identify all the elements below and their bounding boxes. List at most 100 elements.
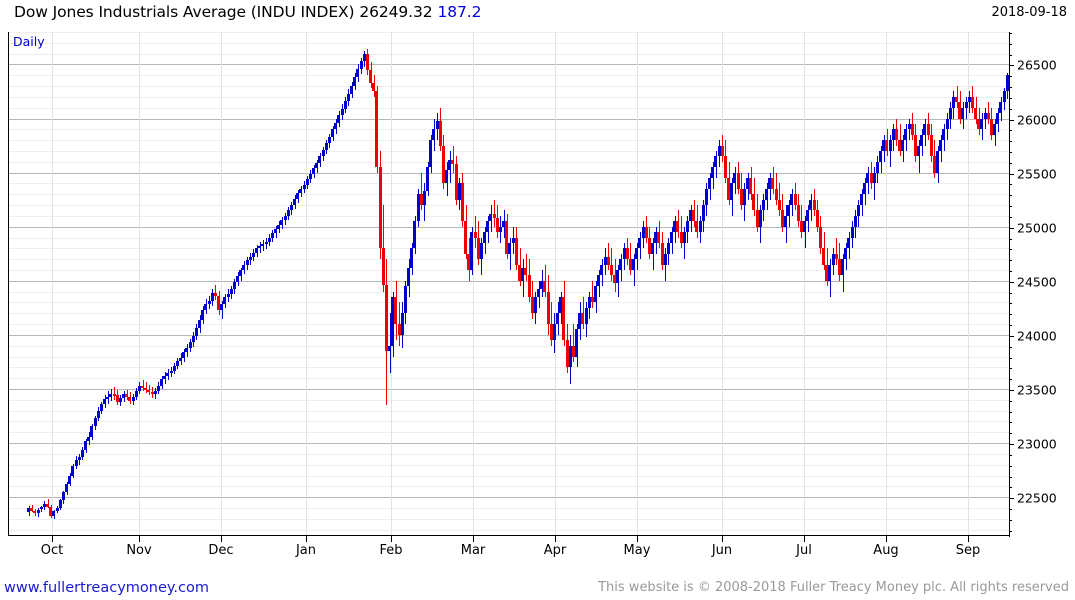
candlestick[interactable] — [699, 221, 702, 233]
candlestick[interactable] — [455, 163, 458, 200]
candlestick[interactable] — [547, 291, 550, 325]
candlestick[interactable] — [676, 221, 679, 233]
candlestick[interactable] — [467, 253, 470, 270]
candlestick[interactable] — [309, 173, 312, 180]
candlestick[interactable] — [733, 172, 736, 184]
candlestick[interactable] — [768, 178, 771, 189]
candlestick[interactable] — [230, 289, 233, 294]
candlestick[interactable] — [825, 264, 828, 281]
candlestick[interactable] — [154, 391, 157, 395]
candlestick[interactable] — [911, 123, 914, 135]
candlestick[interactable] — [730, 183, 733, 200]
candlestick[interactable] — [236, 276, 239, 282]
candlestick[interactable] — [445, 170, 448, 184]
candlestick[interactable] — [559, 297, 562, 314]
candlestick[interactable] — [746, 178, 749, 189]
candlestick[interactable] — [271, 233, 274, 238]
candlestick[interactable] — [718, 145, 721, 157]
candlestick[interactable] — [898, 140, 901, 151]
candlestick[interactable] — [277, 224, 280, 229]
candlestick[interactable] — [984, 113, 987, 119]
candlestick[interactable] — [265, 241, 268, 244]
candlestick[interactable] — [284, 215, 287, 221]
candlestick[interactable] — [62, 491, 65, 501]
candlestick[interactable] — [705, 188, 708, 206]
candlestick[interactable] — [489, 213, 492, 222]
candlestick[interactable] — [619, 259, 622, 270]
candlestick[interactable] — [258, 246, 261, 249]
candlestick[interactable] — [296, 193, 299, 199]
candlestick[interactable] — [543, 280, 546, 292]
candlestick[interactable] — [892, 129, 895, 141]
candlestick[interactable] — [100, 404, 103, 411]
candlestick[interactable] — [306, 179, 309, 185]
candlestick[interactable] — [974, 107, 977, 119]
candlestick[interactable] — [328, 136, 331, 144]
candlestick[interactable] — [37, 510, 40, 514]
candlestick[interactable] — [765, 188, 768, 200]
candlestick[interactable] — [43, 503, 46, 507]
candlestick[interactable] — [337, 115, 340, 123]
candlestick[interactable] — [917, 145, 920, 157]
candlestick[interactable] — [195, 328, 198, 336]
candlestick[interactable] — [331, 129, 334, 137]
candlestick[interactable] — [246, 260, 249, 265]
candlestick[interactable] — [515, 237, 518, 265]
candlestick[interactable] — [600, 264, 603, 276]
candlestick[interactable] — [933, 156, 936, 173]
candlestick[interactable] — [103, 398, 106, 405]
candlestick[interactable] — [375, 91, 378, 168]
candlestick[interactable] — [249, 256, 252, 261]
candlestick[interactable] — [702, 205, 705, 222]
candlestick[interactable] — [889, 140, 892, 151]
candlestick[interactable] — [873, 172, 876, 184]
candlestick[interactable] — [743, 188, 746, 206]
candlestick[interactable] — [1003, 91, 1006, 103]
candlestick[interactable] — [790, 194, 793, 206]
candlestick[interactable] — [569, 345, 572, 368]
candlestick[interactable] — [407, 267, 410, 287]
candlestick[interactable] — [499, 226, 502, 233]
candlestick[interactable] — [141, 385, 144, 388]
candlestick[interactable] — [657, 232, 660, 243]
candlestick[interactable] — [927, 123, 930, 135]
candlestick[interactable] — [749, 178, 752, 195]
candlestick[interactable] — [274, 228, 277, 234]
candlestick[interactable] — [914, 134, 917, 157]
candlestick[interactable] — [147, 390, 150, 393]
candlestick[interactable] — [740, 188, 743, 206]
candlestick[interactable] — [623, 248, 626, 260]
candlestick[interactable] — [737, 172, 740, 189]
candlestick[interactable] — [71, 465, 74, 476]
candlestick[interactable] — [556, 313, 559, 325]
candlestick[interactable] — [711, 167, 714, 179]
candlestick[interactable] — [458, 183, 461, 200]
candlestick[interactable] — [961, 107, 964, 119]
candlestick[interactable] — [689, 210, 692, 222]
candlestick[interactable] — [189, 342, 192, 348]
candlestick[interactable] — [508, 242, 511, 254]
candlestick[interactable] — [550, 324, 553, 341]
candlestick[interactable] — [566, 340, 569, 368]
candlestick[interactable] — [372, 82, 375, 92]
candlestick[interactable] — [670, 232, 673, 243]
candlestick[interactable] — [942, 129, 945, 141]
candlestick[interactable] — [613, 275, 616, 283]
candlestick[interactable] — [813, 199, 816, 211]
candlestick[interactable] — [901, 140, 904, 151]
candlestick[interactable] — [106, 396, 109, 399]
candlestick[interactable] — [398, 324, 401, 335]
candlestick[interactable] — [870, 172, 873, 184]
candlestick[interactable] — [113, 394, 116, 396]
candlestick[interactable] — [819, 226, 822, 249]
plot-area[interactable]: Daily — [9, 32, 1009, 535]
candlestick[interactable] — [179, 357, 182, 361]
candlestick[interactable] — [49, 506, 52, 516]
candlestick[interactable] — [673, 221, 676, 233]
candlestick[interactable] — [322, 149, 325, 157]
candlestick[interactable] — [923, 123, 926, 135]
candlestick[interactable] — [261, 244, 264, 247]
site-url[interactable]: www.fullertreacymoney.com — [4, 580, 209, 596]
candlestick[interactable] — [170, 370, 173, 373]
candlestick[interactable] — [762, 199, 765, 211]
